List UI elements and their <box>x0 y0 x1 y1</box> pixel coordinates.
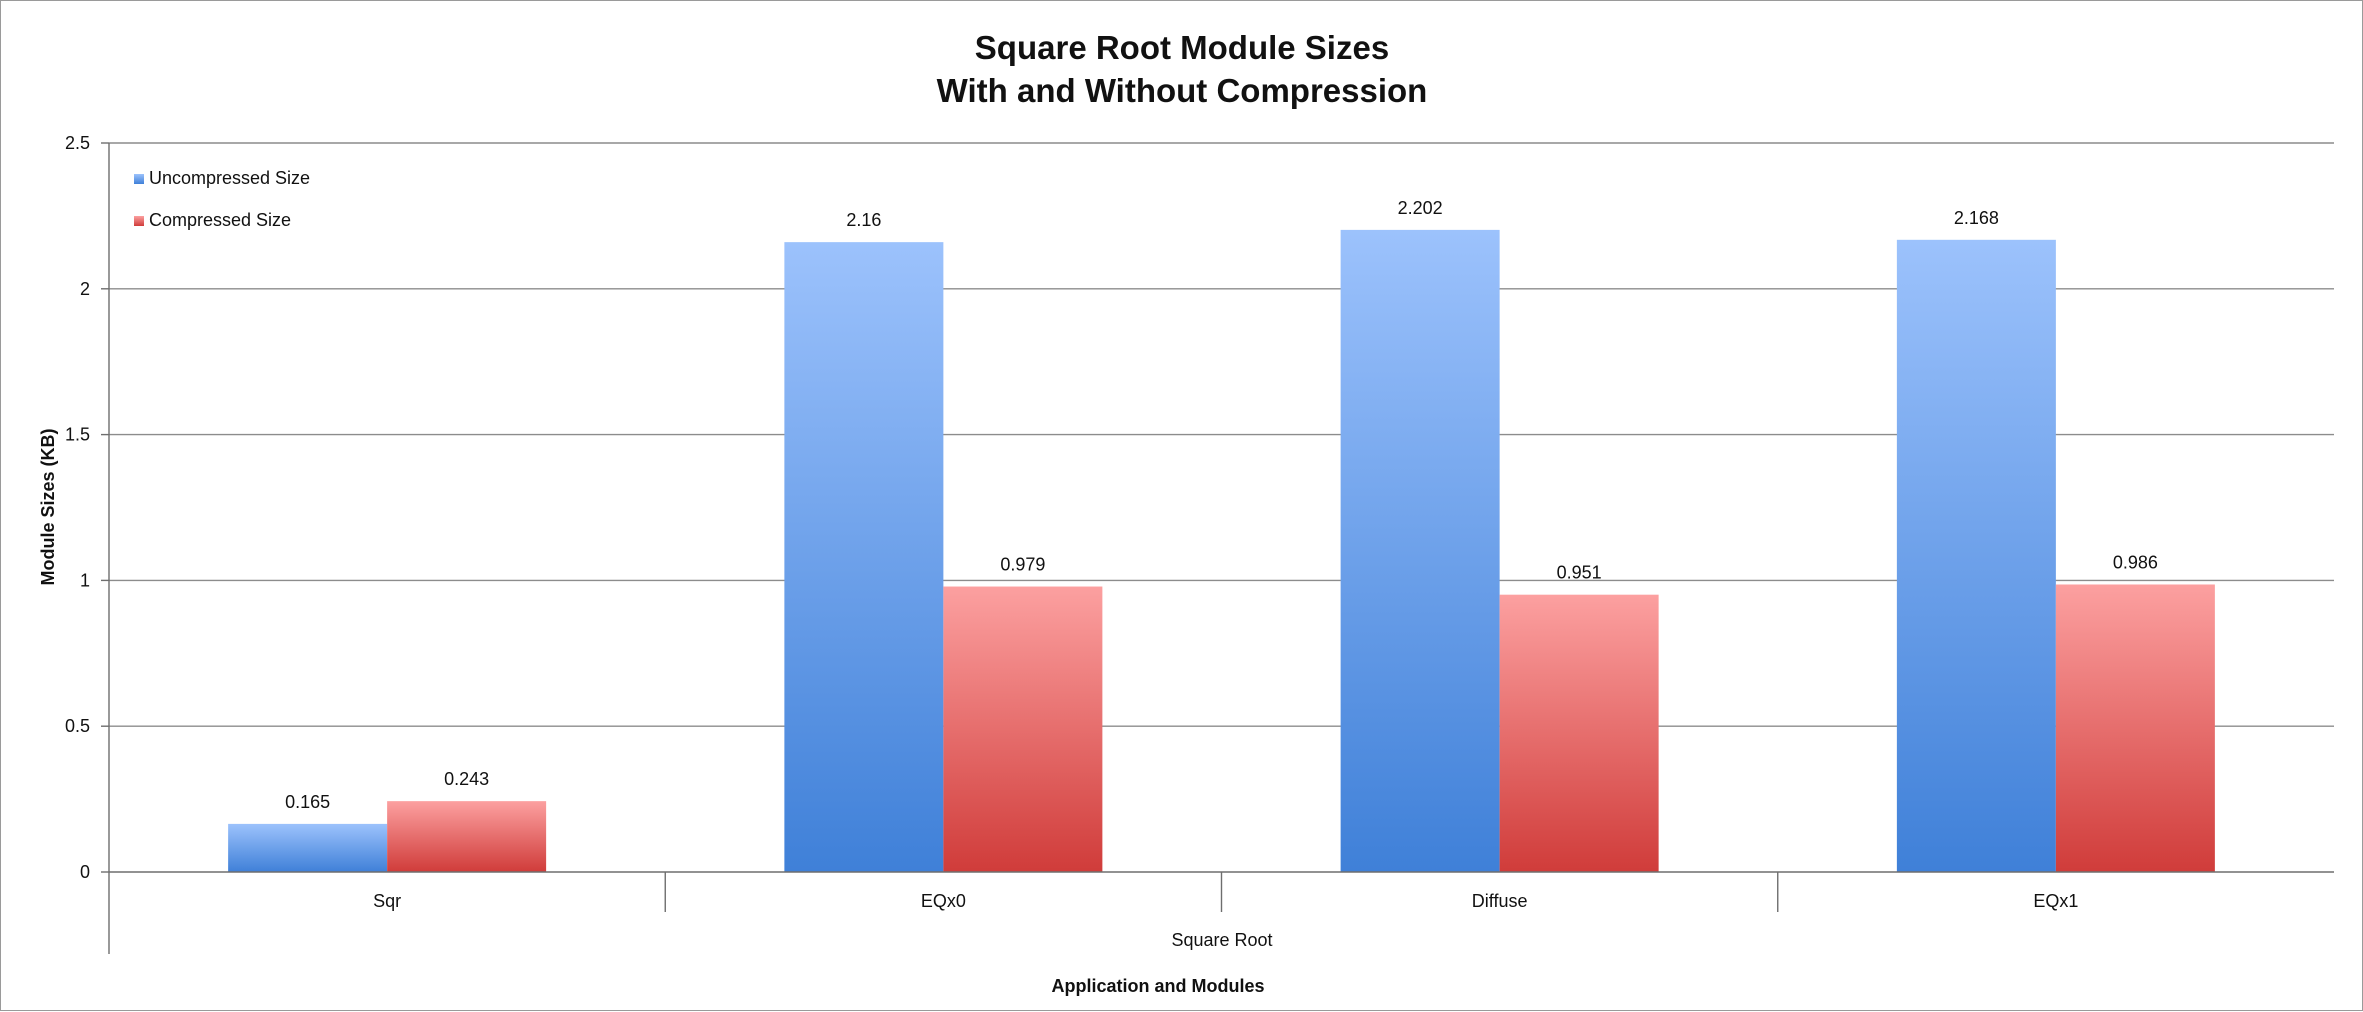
bar-uncompressed-sqr <box>228 823 388 872</box>
data-label: 2.16 <box>846 210 881 230</box>
y-tick-label: 1.5 <box>65 425 90 445</box>
y-tick-label: 2.5 <box>65 133 90 153</box>
data-label: 0.986 <box>2113 552 2158 572</box>
bar-compressed-sqr <box>387 801 547 872</box>
bar-compressed-eqx1 <box>2055 584 2215 872</box>
y-tick-label: 0 <box>80 862 90 882</box>
legend: Uncompressed Size Compressed Size <box>134 168 310 230</box>
x-axis-categories: Sqr EQx0 Diffuse EQx1 <box>373 891 2078 911</box>
y-axis-ticks: 0 0.5 1 1.5 2 2.5 <box>65 133 109 882</box>
data-label: 0.165 <box>285 792 330 812</box>
x-category-label: EQx0 <box>921 891 966 911</box>
data-label: 0.979 <box>1000 555 1045 575</box>
x-category-label: Sqr <box>373 891 401 911</box>
data-labels: 0.165 0.243 2.16 0.979 2.202 0.951 2.168 0.986 <box>285 198 2158 812</box>
x-category-label: EQx1 <box>2033 891 2078 911</box>
bar-uncompressed-eqx1 <box>1896 239 2056 872</box>
chart-subtitle: With and Without Compression <box>937 72 1428 109</box>
x-axis-title: Application and Modules <box>1051 976 1264 996</box>
data-label: 2.202 <box>1398 198 1443 218</box>
data-label: 2.168 <box>1954 208 1999 228</box>
legend-swatch <box>134 216 144 226</box>
y-axis-title: Module Sizes (KB) <box>38 428 58 585</box>
x-category-label: Diffuse <box>1472 891 1528 911</box>
data-label: 0.243 <box>444 769 489 789</box>
bar-compressed-eqx0 <box>943 586 1103 872</box>
bar-uncompressed-eqx0 <box>784 242 944 873</box>
legend-label: Uncompressed Size <box>149 168 310 188</box>
group-label: Square Root <box>1171 930 1272 950</box>
legend-swatch <box>134 174 144 184</box>
bar-uncompressed-diffuse <box>1340 229 1500 873</box>
bars <box>228 229 2215 873</box>
y-tick-label: 0.5 <box>65 716 90 736</box>
legend-label: Compressed Size <box>149 210 291 230</box>
bar-compressed-diffuse <box>1499 594 1659 872</box>
y-tick-label: 2 <box>80 279 90 299</box>
y-tick-label: 1 <box>80 570 90 590</box>
chart-title: Square Root Module Sizes <box>975 29 1389 66</box>
data-label: 0.951 <box>1557 563 1602 583</box>
axes <box>108 143 2334 954</box>
